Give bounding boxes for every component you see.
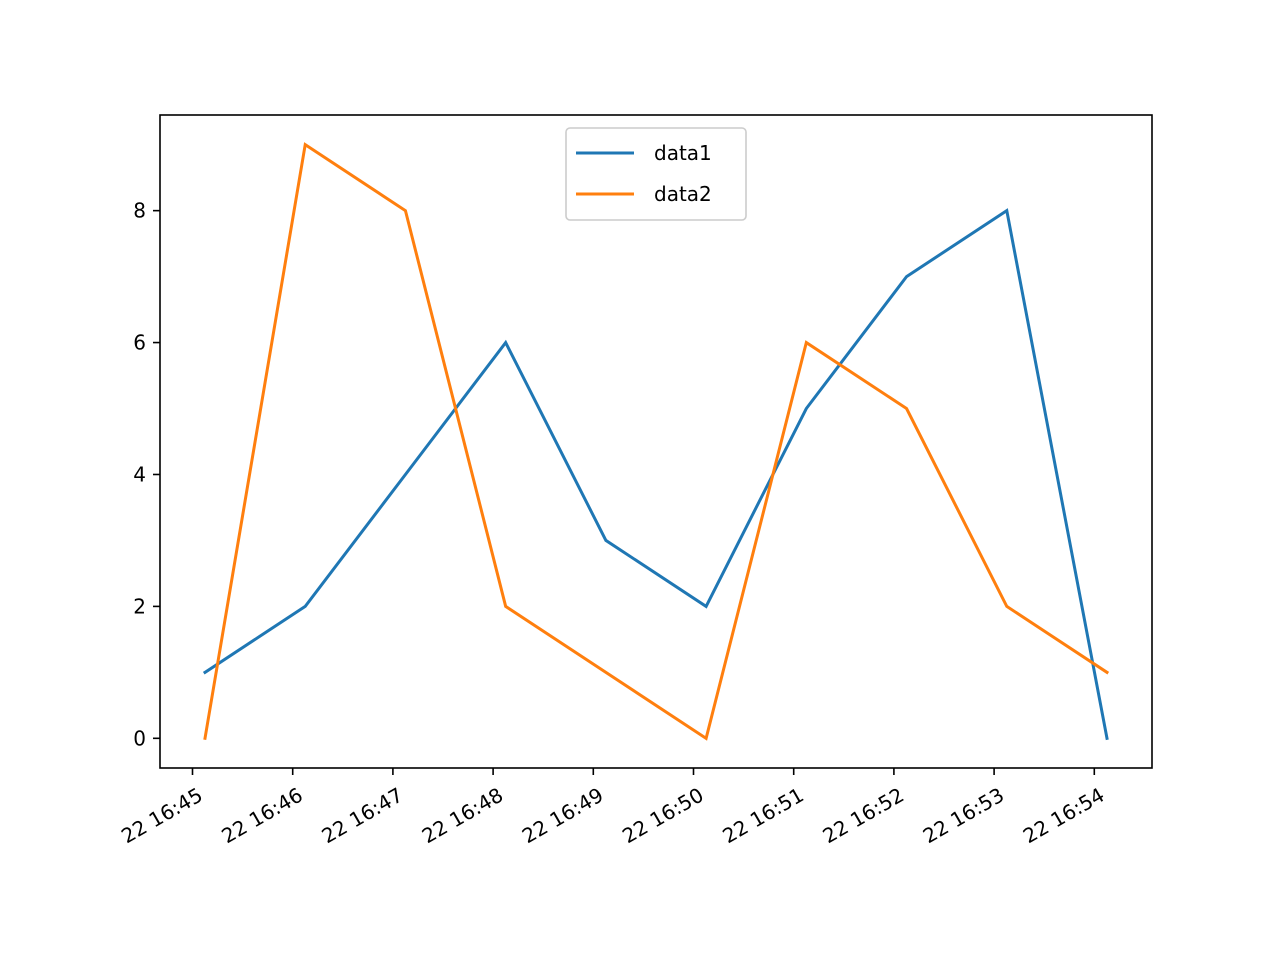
y-tick-label-3: 6 bbox=[133, 331, 146, 355]
y-tick-label-2: 4 bbox=[133, 462, 146, 486]
series-line-data2 bbox=[203, 142, 1110, 741]
series-line-data1 bbox=[202, 208, 1109, 741]
y-tick-label-0: 0 bbox=[133, 726, 146, 750]
legend: data1 data2 bbox=[565, 127, 747, 221]
axes-frame bbox=[159, 114, 1153, 769]
y-tick-label-4: 8 bbox=[133, 199, 146, 223]
y-tick-label-1: 2 bbox=[133, 594, 146, 618]
legend-label-data1: data1 bbox=[654, 141, 712, 165]
plot-area bbox=[202, 142, 1110, 741]
y-axis: 0 2 4 6 8 bbox=[133, 199, 160, 750]
legend-label-data2: data2 bbox=[654, 182, 712, 206]
legend-box bbox=[565, 127, 747, 221]
